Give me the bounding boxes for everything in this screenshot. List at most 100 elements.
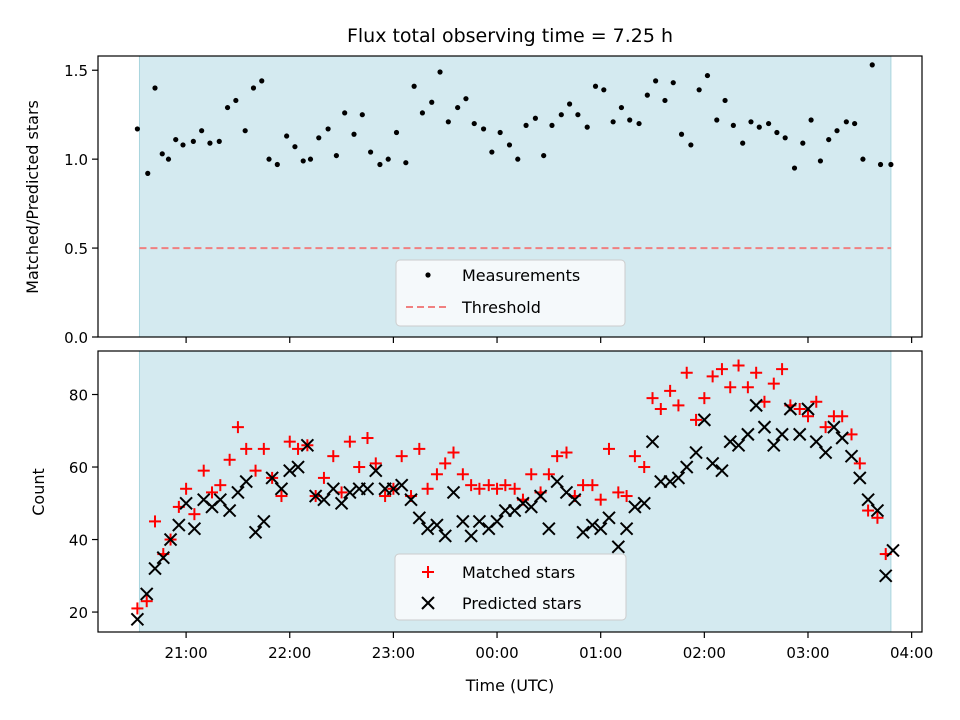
matched-stars-point [542,468,555,481]
measurement-point [316,135,322,141]
measurement-point [385,156,391,162]
matched-stars-point [482,479,495,492]
measurement-point [653,78,659,84]
measurement-point [233,97,239,104]
x-tick-label: 02:00 [683,644,726,662]
plot-frame [97,55,923,338]
measurement-point [523,122,529,128]
matched-stars-point [560,446,573,459]
matched-stars-point [197,464,210,477]
bottom-legend-box [394,553,627,621]
predicted-stars-point [801,402,815,416]
legend-threshold-label: Threshold [461,298,541,317]
measurement-point [300,158,306,164]
measurement-point [740,140,746,146]
measurement-point [274,161,280,168]
measurement-point [860,156,866,162]
predicted-stars-point [369,463,383,478]
measurement-point [670,80,676,86]
predicted-stars-point [326,482,340,496]
measurement-point [566,101,573,107]
predicted-stars-point [809,434,823,449]
matched-stars-point [140,595,153,608]
measurement-point [403,160,409,166]
measurement-point [618,104,625,111]
measurement-point [515,156,521,162]
measurement-point [165,156,172,162]
matched-stars-point [465,479,478,492]
matched-stars-point [353,461,366,474]
predicted-stars-point [156,550,171,565]
measurement-point [134,126,140,132]
measurement-point [601,87,607,93]
matched-stars-point [206,486,219,499]
x-tick-label: 03:00 [786,644,829,662]
measurement-point [325,126,331,132]
matched-stars-point [525,468,538,481]
measurement-point [584,124,590,130]
measurement-point [342,110,348,116]
matched-stars-point [698,392,711,405]
predicted-stars-point [533,489,548,503]
measurement-point [284,133,290,139]
legend-measurements-marker [425,272,431,278]
matched-stars-point [672,399,685,412]
measurement-point [471,120,477,127]
matched-stars-point [257,442,270,455]
measurement-point [834,128,840,134]
predicted-stars-point [879,569,893,583]
matched-stars-point [594,493,607,506]
predicted-stars-point [394,478,409,492]
legend-predicted-marker [421,596,435,610]
legend-matched-label: Matched stars [462,563,575,582]
y-tick-label: 40 [69,532,88,550]
matched-stars-point [715,363,728,376]
measurement-point [359,112,365,118]
predicted-stars-point [705,456,720,471]
predicted-stars-point [645,434,660,449]
predicted-stars-point [775,427,789,442]
measurement-point [766,120,772,127]
predicted-stars-point [689,445,703,460]
predicted-stars-point [835,431,849,445]
x-tick-label: 23:00 [372,644,415,662]
measurement-point [532,115,538,121]
measurement-point [610,119,616,125]
predicted-stars-point [300,438,315,452]
matched-stars-point [499,479,512,492]
predicted-stars-point [767,438,781,452]
measurement-point [636,120,642,127]
predicted-stars-point [412,511,427,525]
predicted-stars-point [783,402,798,416]
predicted-stars-point [265,471,279,485]
predicted-stars-point [827,420,841,434]
plot-frame [97,350,923,633]
measurement-point [722,97,728,104]
measurement-point [877,161,884,168]
predicted-stars-point [680,460,694,474]
predicted-stars-point [239,474,253,489]
predicted-stars-point [291,460,305,474]
predicted-stars-point [749,398,763,413]
measurement-point [145,170,151,176]
predicted-stars-point [283,463,297,478]
measurement-point [393,129,400,136]
predicted-stars-point [619,521,634,536]
predicted-stars-point [723,434,737,449]
y-tick-label: 0.5 [64,240,88,258]
measurement-point [592,83,599,89]
measurement-point [558,112,564,118]
measurement-point [843,119,849,125]
y-tick-label: 1.0 [64,151,88,169]
matched-stars-point [149,515,162,528]
measurement-point [714,117,720,123]
measurement-point [429,99,435,105]
predicted-stars-point [853,471,867,485]
matched-stars-point [223,453,236,466]
measurement-point [377,161,383,168]
measurement-point [774,129,780,136]
x-tick-label: 22:00 [268,644,311,662]
x-tick-label: 21:00 [164,644,207,662]
matched-stars-point [741,381,754,394]
measurement-point [367,149,374,155]
